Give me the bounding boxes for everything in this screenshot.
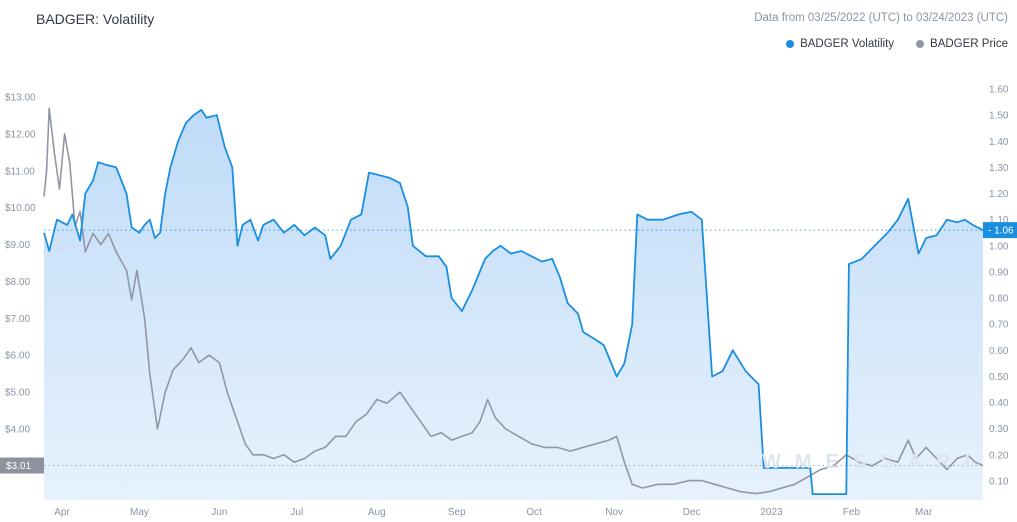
right-axis-tick: 1.00: [989, 241, 1009, 252]
legend-item-price[interactable]: BADGER Price: [916, 38, 1008, 50]
right-axis-tick: 1.50: [989, 111, 1009, 122]
price-dot-icon: [916, 40, 925, 48]
legend-item-volatility[interactable]: BADGER Volatility: [786, 38, 894, 50]
right-axis-tick: 0.50: [989, 372, 1009, 383]
volatility-line: [43, 109, 984, 495]
left-axis-tick: $10.00: [5, 203, 36, 214]
x-axis-tick: 2023: [760, 507, 783, 518]
x-axis-tick: Aug: [368, 507, 386, 518]
right-axis-tick: 0.10: [989, 477, 1009, 488]
chart-title: BADGER: Volatility: [36, 11, 155, 27]
volatility-dot-icon: [786, 40, 795, 48]
legend-volatility-label: BADGER Volatility: [800, 38, 895, 50]
legend: BADGER Volatility BADGER Price: [786, 38, 1008, 50]
right-axis-tick: 1.10: [989, 215, 1009, 226]
right-axis-tick: 0.80: [989, 294, 1009, 305]
right-axis-tick: 1.30: [989, 163, 1009, 174]
current-price-label: $3.01: [6, 461, 31, 472]
left-axis-tick: $5.00: [5, 388, 30, 399]
x-axis-tick: May: [130, 507, 149, 518]
left-axis-tick: $13.00: [5, 93, 36, 104]
x-axis-tick: Mar: [915, 507, 933, 518]
left-axis-tick: $9.00: [5, 240, 30, 251]
right-axis-tick: 0.20: [989, 450, 1009, 461]
left-axis-tick: $4.00: [5, 425, 30, 436]
watermark-logo: WMESSARI: [762, 451, 984, 473]
right-axis-tick: 0.90: [989, 267, 1009, 278]
x-axis-tick: Dec: [683, 507, 701, 518]
right-axis-tick: 0.60: [989, 346, 1009, 357]
right-axis-tick: 1.20: [989, 189, 1009, 200]
current-price-badge: [0, 457, 44, 474]
x-axis-tick: Oct: [526, 507, 542, 518]
left-axis-tick: $7.00: [5, 314, 30, 325]
left-axis-tick: $6.00: [5, 351, 30, 362]
right-axis-tick: 1.40: [989, 137, 1009, 148]
x-axis-tick: Feb: [843, 507, 861, 518]
legend-price-label: BADGER Price: [930, 38, 1008, 50]
right-axis-tick: 0.40: [989, 398, 1009, 409]
right-axis-tick: 0.70: [989, 320, 1009, 331]
right-axis-tick: 0.30: [989, 424, 1009, 435]
right-axis-tick: 1.60: [989, 85, 1009, 96]
left-axis-tick: $12.00: [5, 129, 36, 140]
x-axis-tick: Jul: [290, 507, 303, 518]
x-axis-tick: Nov: [605, 507, 623, 518]
price-line: [43, 107, 984, 495]
volatility-area: [44, 109, 983, 501]
x-axis-tick: Jun: [211, 507, 227, 518]
left-axis-tick: $11.00: [5, 166, 35, 177]
date-range-note: Data from 03/25/2022 (UTC) to 03/24/2023…: [754, 12, 1008, 24]
left-axis-tick: $8.00: [5, 277, 30, 288]
x-axis-tick: Apr: [54, 507, 70, 518]
current-volatility-label: - 1.06: [988, 226, 1014, 237]
current-volatility-badge: [983, 222, 1017, 239]
x-axis-tick: Sep: [448, 507, 466, 518]
